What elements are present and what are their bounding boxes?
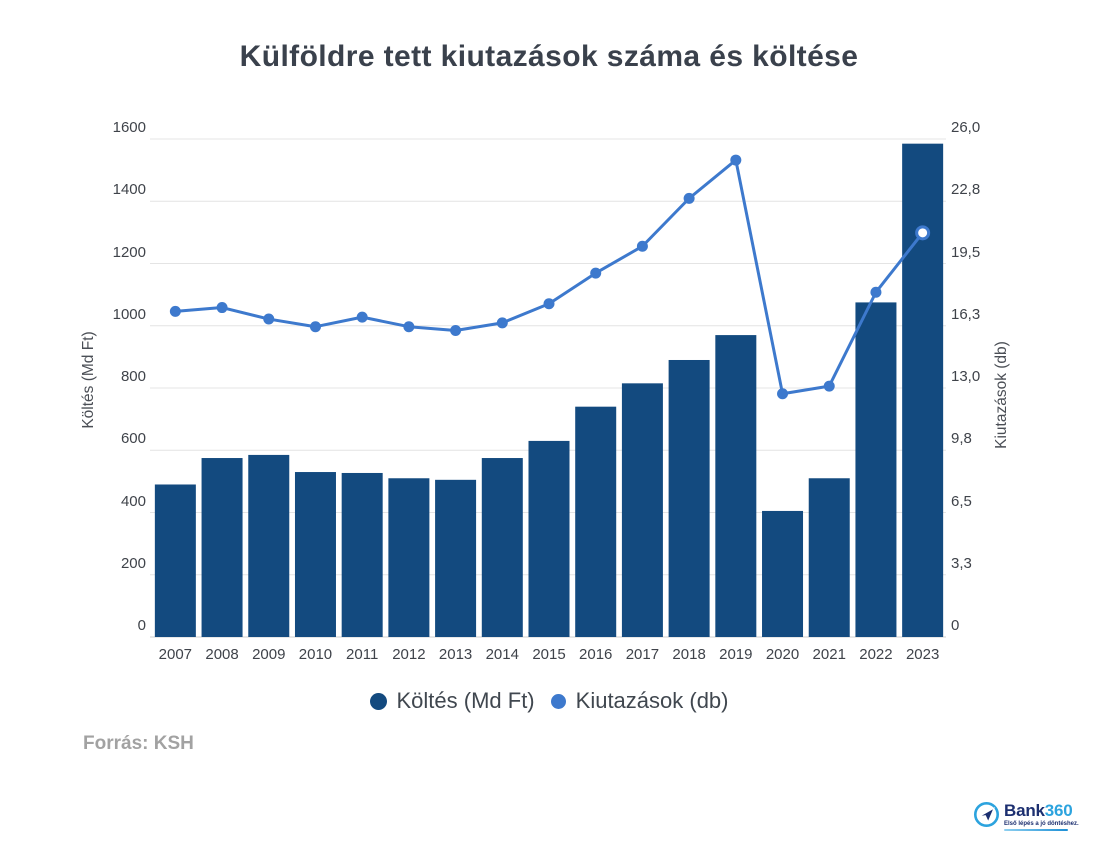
y-axis-left-tick-1600: 1600 [112,119,146,136]
bank360-tagline: Első lépés a jó döntéshez. [1004,821,1079,827]
x-axis-label-2011: 2011 [346,646,379,663]
x-axis-label-2016: 2016 [579,646,613,663]
y-axis-left-tick-200: 200 [120,554,146,572]
line-point-2016 [590,267,602,279]
x-axis-label-2023: 2023 [905,646,940,663]
y-axis-left-tick-1400: 1400 [112,181,146,199]
bar-2014 [481,458,523,637]
bank360-logo: Bank360 Első lépés a jó döntéshez. [973,801,1079,831]
bar-2020 [762,510,804,637]
y-axis-right-tick-3,3: 3,3 [951,554,972,572]
right-axis-title: Kiutazások (db) [993,341,1010,449]
line-point-2023 [915,225,931,241]
x-axis-label-2021: 2021 [812,646,846,663]
line-point-2018 [683,192,695,204]
bar-2009 [248,454,290,637]
source-note: Forrás: KSH [83,733,194,754]
y-axis-right-tick-16,3: 16,3 [951,305,981,323]
bar-2012 [388,478,430,637]
legend-item-koltes: Költés (Md Ft) [369,688,535,714]
x-axis-label-2017: 2017 [625,646,660,663]
x-axis-label-2014: 2014 [485,646,519,663]
left-axis-title: Költés (Md Ft) [80,331,97,429]
line-point-2017 [636,240,648,252]
x-axis-label-2008: 2008 [205,646,239,663]
y-axis-left-tick-600: 600 [120,430,146,448]
y-axis-left-tick-1200: 1200 [112,243,146,261]
legend-bar-dot-icon [369,692,387,710]
bar-2016 [575,406,617,637]
kiutazasok-line [173,158,925,396]
y-axis-right-tick-22,8: 22,8 [951,181,981,199]
bar-2010 [294,472,336,637]
line-point-2011 [356,311,368,323]
line-point-2013 [450,325,462,337]
x-axis-label-2012: 2012 [392,646,426,663]
bar-2013 [435,479,477,637]
bar-2023 [902,143,944,637]
line-point-2022 [870,286,882,298]
y-axis-left-tick-0: 0 [137,617,146,634]
bank360-plane-icon [974,802,999,827]
y-axis-right-tick-0: 0 [951,617,960,634]
line-point-2010 [309,321,321,333]
line-point-2020 [777,388,789,400]
x-axis-label-2013: 2013 [438,646,473,663]
bar-2018 [668,359,710,637]
x-axis-label-2022: 2022 [859,646,893,663]
legend-line-dot-icon [550,693,566,709]
chart-title: Külföldre tett kiutazások száma és költé… [239,40,859,73]
x-axis-label-2007: 2007 [158,646,193,663]
line-point-2015 [543,298,555,310]
bar-2021 [808,478,850,637]
x-axis-label-2009: 2009 [252,646,286,663]
line-point-2021 [823,380,835,392]
legend-label-koltes: Költés (Md Ft) [396,688,535,713]
legend-label-kiutazasok: Kiutazások (db) [575,688,729,713]
bank360-tagline-underline [1004,829,1068,831]
x-axis-label-2018: 2018 [672,646,706,663]
y-axis-left-tick-800: 800 [120,368,146,385]
line-point-2012 [403,321,415,333]
bar-2008 [201,458,243,637]
legend-item-kiutazasok: Kiutazások (db) [550,688,729,714]
x-axis-label-2019: 2019 [719,646,753,663]
x-axis-label-2015: 2015 [532,646,566,663]
chart-legend: Költés (Md Ft) Kiutazások (db) [0,688,1098,714]
line-point-2007 [169,305,181,317]
line-point-2008 [216,302,228,314]
bar-2007 [154,484,196,637]
y-axis-left-tick-1000: 1000 [112,305,146,323]
line-point-2014 [496,317,508,329]
x-axis-label-2010: 2010 [298,646,333,663]
bar-2019 [715,335,757,637]
y-axis-right-tick-26,0: 26,0 [951,119,981,136]
line-point-2009 [263,313,275,325]
bar-2015 [528,440,570,637]
bar-2022 [855,302,897,637]
x-axis-label-2020: 2020 [765,646,800,663]
bank360-wordmark-bank: Bank [1004,801,1045,820]
bar-2017 [621,383,663,637]
y-axis-right-tick-6,5: 6,5 [951,492,972,510]
bank360-wordmark: Bank360 [1004,801,1073,820]
y-axis-right-tick-9,8: 9,8 [951,430,972,448]
line-point-2019 [730,154,742,166]
bar-2011 [341,472,383,637]
y-axis-right-tick-19,5: 19,5 [951,243,981,261]
y-axis-right-tick-13,0: 13,0 [951,368,981,385]
bank360-wordmark-360: 360 [1044,801,1073,820]
y-axis-left-tick-400: 400 [120,492,146,510]
